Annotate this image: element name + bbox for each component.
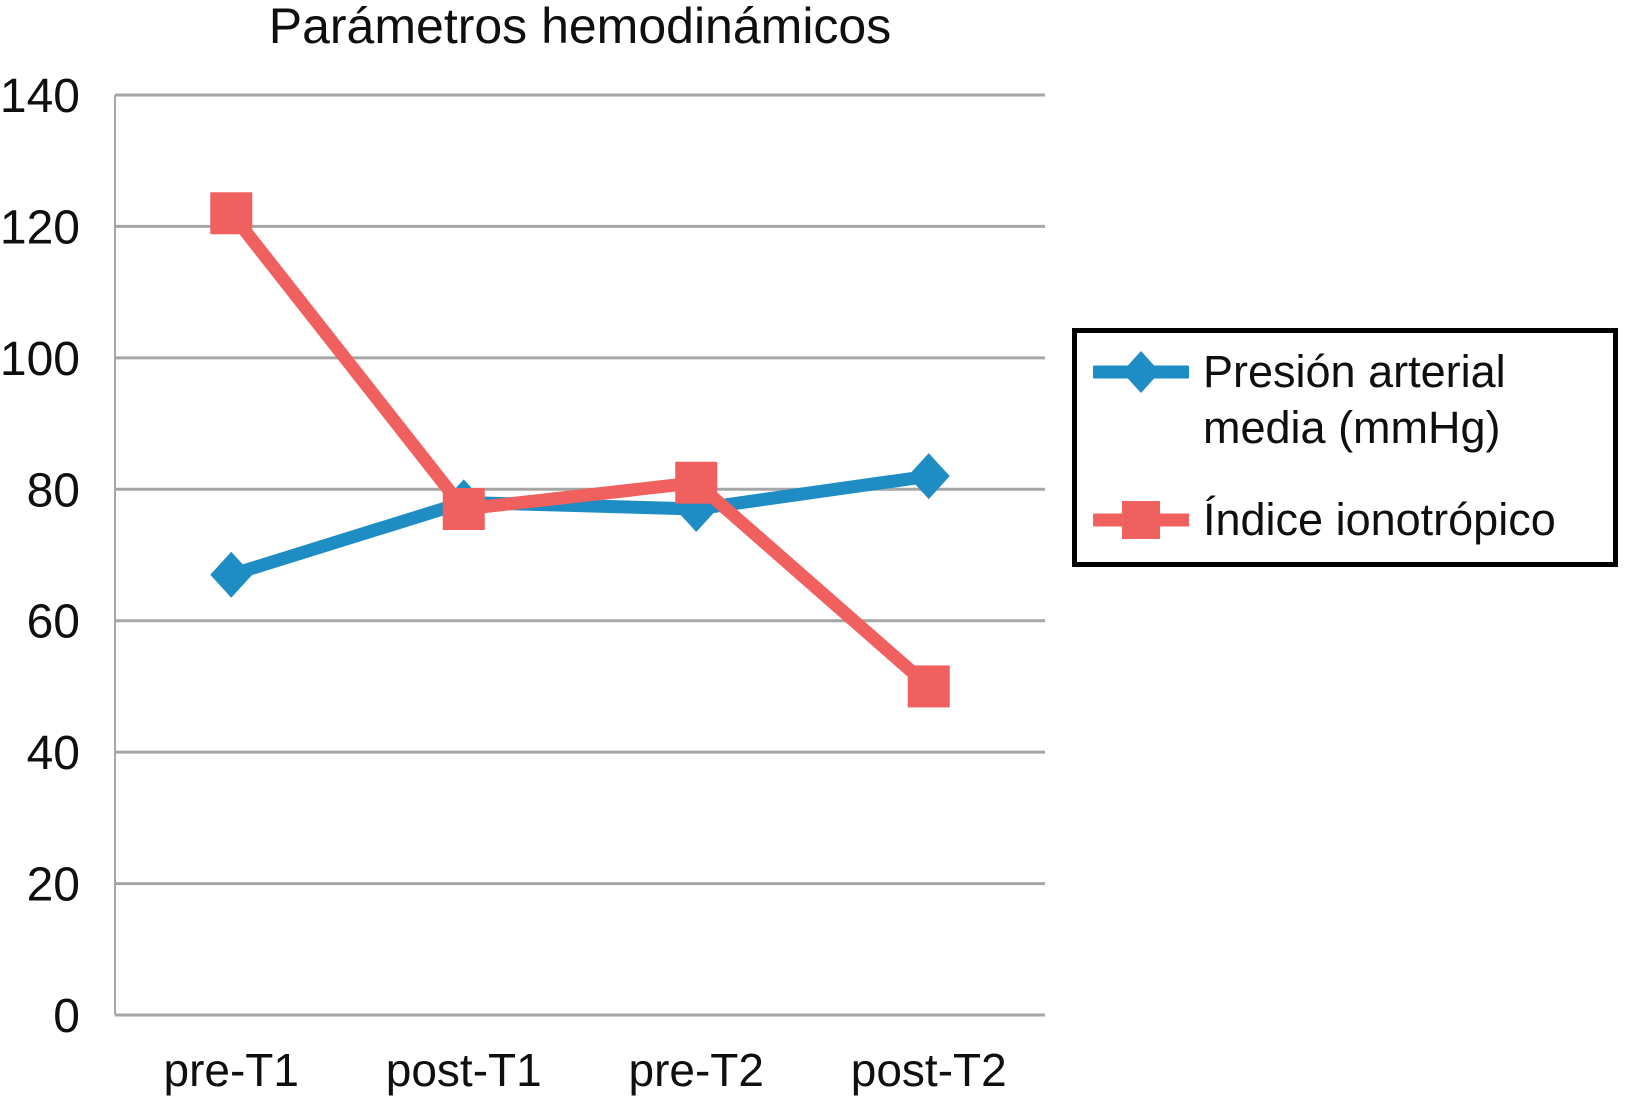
legend-diamond-marker-icon — [1093, 351, 1189, 393]
series-line — [224, 469, 936, 582]
legend-item: Índice ionotrópico — [1093, 492, 1609, 548]
x-axis-label: post-T2 — [851, 1044, 1007, 1096]
y-axis-tick-label: 0 — [53, 990, 80, 1043]
legend-square-marker-icon — [1093, 501, 1189, 539]
x-axis-label: post-T1 — [386, 1044, 542, 1096]
legend: Presión arterial media (mmHg) Índice iono… — [1072, 328, 1618, 567]
data-point-marker — [442, 488, 485, 530]
data-point-marker — [907, 665, 950, 708]
data-point-marker — [675, 461, 718, 504]
y-axis-tick-label: 120 — [0, 201, 80, 254]
x-axis-label: pre-T2 — [629, 1044, 764, 1096]
y-axis-tick-label: 20 — [27, 859, 80, 912]
y-axis-tick-label: 140 — [0, 70, 80, 123]
legend-label: Presión arterial media (mmHg) — [1203, 346, 1506, 453]
legend-items: Presión arterial media (mmHg) Índice iono… — [1093, 344, 1609, 548]
data-point-marker — [210, 192, 253, 235]
chart-title: Parámetros hemodinámicos — [268, 0, 892, 54]
y-axis-tick-label: 60 — [27, 596, 80, 649]
data-point-marker — [210, 551, 253, 598]
series-line — [224, 206, 936, 693]
y-axis-tick-label: 40 — [27, 727, 80, 780]
legend-label: Índice ionotrópico — [1203, 494, 1556, 545]
y-axis-tick-label: 100 — [0, 333, 80, 386]
x-axis-label: pre-T1 — [164, 1044, 299, 1096]
data-point-marker — [907, 453, 950, 500]
y-axis-tick-label: 80 — [27, 464, 80, 517]
legend-item: Presión arterial media (mmHg) — [1093, 344, 1609, 456]
